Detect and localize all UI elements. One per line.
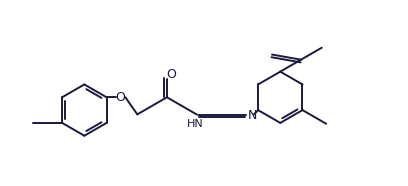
Text: N: N — [248, 109, 257, 121]
Text: O: O — [166, 68, 176, 81]
Text: HN: HN — [186, 119, 203, 129]
Text: O: O — [115, 91, 126, 104]
